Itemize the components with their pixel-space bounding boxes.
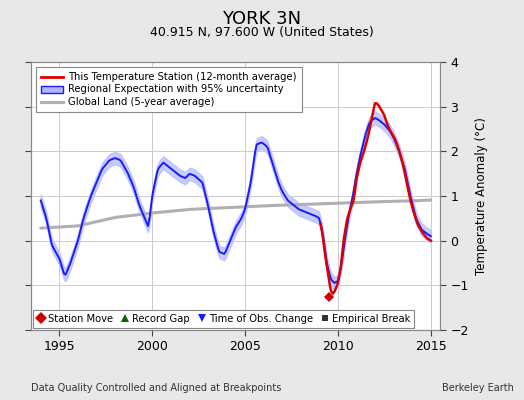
Text: Berkeley Earth: Berkeley Earth (442, 383, 514, 393)
Legend: Station Move, Record Gap, Time of Obs. Change, Empirical Break: Station Move, Record Gap, Time of Obs. C… (33, 310, 414, 328)
Text: Data Quality Controlled and Aligned at Breakpoints: Data Quality Controlled and Aligned at B… (31, 383, 282, 393)
Text: 40.915 N, 97.600 W (United States): 40.915 N, 97.600 W (United States) (150, 26, 374, 39)
Y-axis label: Temperature Anomaly (°C): Temperature Anomaly (°C) (475, 117, 487, 275)
Text: YORK 3N: YORK 3N (222, 10, 302, 28)
